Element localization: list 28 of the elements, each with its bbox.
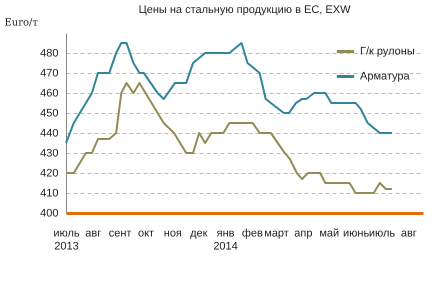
x-tick-label: авг [85,228,102,240]
x-tick-label: июль 2013 [53,228,80,252]
x-tick-label: янв 2014 [213,228,238,252]
y-tick-label: 410 [40,188,58,200]
x-tick-label: окт [138,228,154,240]
x-tick-label: май [319,228,340,240]
x-tick-label: фев [242,228,264,240]
x-tick-label: авг [400,228,417,240]
y-tick-label: 400 [40,208,58,220]
x-tick-label: март [264,228,289,240]
x-tick-label: ноя [164,228,182,240]
legend-label: Арматура [360,70,411,82]
x-tick-label: июнь [342,228,370,240]
x-tick-label: дек [190,228,208,240]
y-tick-label: 460 [40,88,58,100]
line-series [65,82,393,194]
y-tick-label: 440 [40,128,58,140]
x-tick-label: апр [294,228,312,240]
y-tick-label: 420 [40,168,58,180]
y-tick-label: 430 [40,148,58,160]
x-tick-label: июль [368,228,396,240]
chart-title: Цены на стальную продукцию в ЕС, EXW [138,4,352,16]
y-tick-label: 470 [40,68,58,80]
y-tick-label: 480 [40,48,58,60]
legend-label: Г/к рулоны [360,46,415,58]
y-tick-label: 450 [40,108,58,120]
x-tick-label: сент [108,228,132,240]
y-axis-title: Euro/т [4,18,38,28]
